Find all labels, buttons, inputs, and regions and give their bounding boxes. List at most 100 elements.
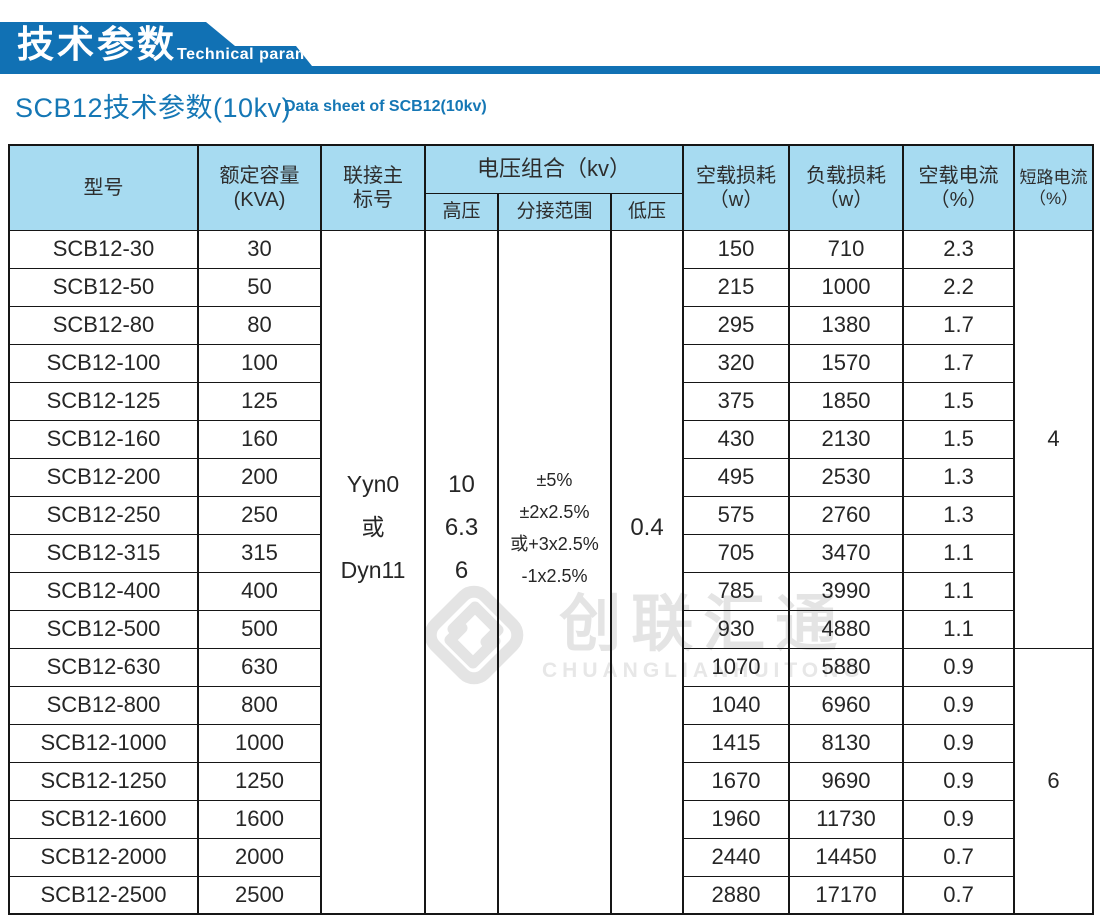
model-cell: SCB12-30 xyxy=(8,229,199,269)
table-row: SCB12-2000 2000 2440 14450 0.7 xyxy=(8,837,1093,877)
load-loss-cell: 14450 xyxy=(788,837,905,877)
no-load-current-cell: 1.7 xyxy=(902,343,1016,383)
col-header-capacity: 额定容量 (KVA) xyxy=(197,144,322,231)
load-loss-cell: 6960 xyxy=(788,685,905,725)
no-load-current-cell: 0.7 xyxy=(902,837,1016,877)
header-line: 短路电流 xyxy=(1019,167,1088,187)
short-circuit-cell: 6 xyxy=(1013,647,1095,915)
capacity-cell: 50 xyxy=(197,267,322,307)
table-row: SCB12-80 80 295 1380 1.7 xyxy=(8,305,1093,345)
model-cell: SCB12-2500 xyxy=(8,875,199,915)
no-load-loss-cell: 1415 xyxy=(682,723,791,763)
model-cell: SCB12-1600 xyxy=(8,799,199,839)
no-load-current-cell: 0.9 xyxy=(902,799,1016,839)
capacity-cell: 125 xyxy=(197,381,322,421)
no-load-loss-cell: 1670 xyxy=(682,761,791,801)
header-line: 空载损耗 xyxy=(696,164,777,187)
capacity-cell: 2500 xyxy=(197,875,322,915)
table-row: SCB12-2500 2500 2880 17170 0.7 xyxy=(8,875,1093,915)
header-line: 标号 xyxy=(353,188,393,211)
lv-cell-content: 0.4 xyxy=(630,513,664,541)
no-load-loss-cell: 1960 xyxy=(682,799,791,839)
col-header-hv: 高压 xyxy=(424,192,499,231)
no-load-current-cell: 1.3 xyxy=(902,457,1016,497)
model-cell: SCB12-2000 xyxy=(8,837,199,877)
header-line: （w） xyxy=(708,188,764,211)
load-loss-cell: 17170 xyxy=(788,875,905,915)
no-load-current-cell: 1.7 xyxy=(902,305,1016,345)
connection-cell-content: Yyn0 或 Dyn11 xyxy=(340,471,406,584)
table-row: SCB12-630 630 1070 5880 0.9 6 xyxy=(8,647,1095,915)
capacity-cell: 200 xyxy=(197,457,322,497)
header-row-2: 高压 分接范围 低压 xyxy=(9,192,1093,231)
col-header-lv: 低压 xyxy=(609,192,685,231)
page-title-en: Data sheet of SCB12(10kv) xyxy=(284,98,487,115)
no-load-current-cell: 0.9 xyxy=(902,647,1016,687)
table-row: SCB12-315 315 705 3470 1.1 xyxy=(8,533,1093,573)
table-row: SCB12-400 400 785 3990 1.1 xyxy=(8,571,1093,611)
header-line: （w） xyxy=(818,188,874,211)
model-cell: SCB12-100 xyxy=(8,343,199,383)
capacity-cell: 1000 xyxy=(197,723,322,763)
hv-cell-content: 10 6.3 6 xyxy=(444,471,479,585)
table-row: SCB12-100 100 320 1570 1.7 xyxy=(8,343,1093,383)
load-loss-cell: 3990 xyxy=(788,571,905,611)
no-load-loss-cell: 705 xyxy=(682,533,791,573)
model-cell: SCB12-400 xyxy=(8,571,199,611)
no-load-loss-cell: 1070 xyxy=(682,647,791,687)
header-row-1: 型号 额定容量 (KVA) 联接主 标号 电压组合（kv） 空载损耗 （w） 负… xyxy=(8,144,1095,231)
capacity-cell: 500 xyxy=(197,609,322,649)
no-load-current-cell: 2.3 xyxy=(902,229,1016,269)
no-load-current-cell: 1.5 xyxy=(902,381,1016,421)
no-load-current-cell: 1.5 xyxy=(902,419,1016,459)
no-load-current-cell: 0.9 xyxy=(902,761,1016,801)
table-body: SCB12-30 30 Yyn0 或 Dyn11 10 6.3 6 ±5% ±2x2.5% 或+3x… xyxy=(8,229,1095,915)
col-header-connection: 联接主 标号 xyxy=(320,144,426,231)
no-load-loss-cell: 785 xyxy=(682,571,791,611)
load-loss-cell: 710 xyxy=(788,229,905,269)
col-header-voltage-group: 电压组合（kv） xyxy=(423,144,685,194)
header-line: 额定容量 xyxy=(219,164,300,187)
no-load-loss-cell: 495 xyxy=(682,457,791,497)
col-header-model: 型号 xyxy=(8,144,199,231)
col-header-no-load-current: 空载电流 （%） xyxy=(902,144,1016,231)
table-row: SCB12-1000 1000 1415 8130 0.9 xyxy=(8,723,1093,763)
capacity-cell: 315 xyxy=(197,533,322,573)
no-load-loss-cell: 2880 xyxy=(682,875,791,915)
table-row: SCB12-200 200 495 2530 1.3 xyxy=(8,457,1093,497)
model-cell: SCB12-315 xyxy=(8,533,199,573)
table-row: SCB12-125 125 375 1850 1.5 xyxy=(8,381,1093,421)
no-load-current-cell: 1.1 xyxy=(902,571,1016,611)
no-load-loss-cell: 575 xyxy=(682,495,791,535)
connection-cell: Yyn0 或 Dyn11 xyxy=(320,229,426,915)
capacity-cell: 100 xyxy=(197,343,322,383)
model-cell: SCB12-250 xyxy=(8,495,199,535)
capacity-cell: 400 xyxy=(197,571,322,611)
model-cell: SCB12-800 xyxy=(8,685,199,725)
hv-cell: 10 6.3 6 xyxy=(424,229,499,915)
col-header-no-load-loss: 空载损耗 （w） xyxy=(682,144,791,231)
model-cell: SCB12-630 xyxy=(8,647,199,687)
load-loss-cell: 3470 xyxy=(788,533,905,573)
load-loss-cell: 11730 xyxy=(788,799,905,839)
header-line: 空载电流 xyxy=(918,164,999,187)
spec-table: 型号 额定容量 (KVA) 联接主 标号 电压组合（kv） 空载损耗 （w） 负… xyxy=(8,144,1095,915)
load-loss-cell: 9690 xyxy=(788,761,905,801)
capacity-cell: 2000 xyxy=(197,837,322,877)
no-load-current-cell: 0.9 xyxy=(902,723,1016,763)
col-header-load-loss: 负载损耗 （w） xyxy=(788,144,905,231)
load-loss-cell: 1000 xyxy=(788,267,905,307)
no-load-current-cell: 0.9 xyxy=(902,685,1016,725)
header-line: 负载损耗 xyxy=(806,164,887,187)
lv-cell: 0.4 xyxy=(609,229,685,915)
section-subtitle: Technical parameter xyxy=(177,46,341,63)
table-row: SCB12-160 160 430 2130 1.5 xyxy=(8,419,1093,459)
no-load-loss-cell: 320 xyxy=(682,343,791,383)
no-load-loss-cell: 295 xyxy=(682,305,791,345)
no-load-loss-cell: 150 xyxy=(682,229,791,269)
load-loss-cell: 2130 xyxy=(788,419,905,459)
capacity-cell: 30 xyxy=(197,229,322,269)
no-load-loss-cell: 430 xyxy=(682,419,791,459)
capacity-cell: 1250 xyxy=(197,761,322,801)
no-load-loss-cell: 215 xyxy=(682,267,791,307)
